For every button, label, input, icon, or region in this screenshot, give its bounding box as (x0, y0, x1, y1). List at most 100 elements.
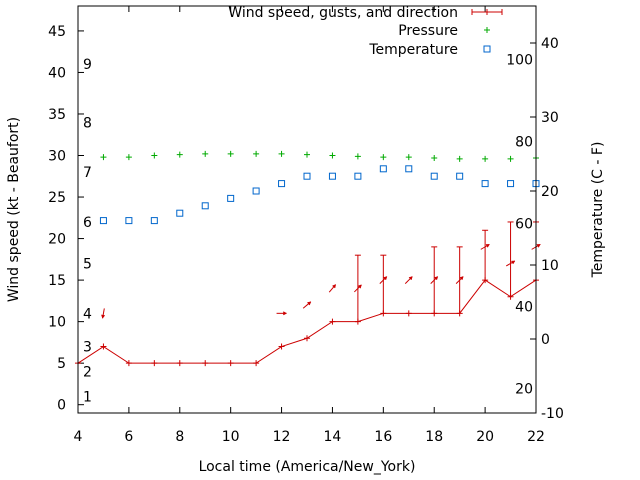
pressure-point (100, 154, 107, 161)
wind-direction-arrowhead (101, 314, 106, 319)
y-tick-label: 45 (48, 24, 66, 40)
temperature-point (278, 180, 286, 188)
temperature-point (481, 180, 489, 188)
x-tick-label: 18 (425, 429, 443, 445)
wind-direction-arrowhead (357, 284, 362, 289)
wind-direction-arrows (101, 243, 541, 319)
temperature-point (201, 202, 209, 210)
y-tick-label: 5 (57, 356, 66, 372)
pressure-point (405, 154, 412, 161)
wind-speed-point (202, 360, 209, 367)
legend-label-temperature: Temperature (368, 42, 458, 58)
beaufort-label: 9 (83, 57, 92, 73)
y2-tick-label: 10 (541, 258, 559, 274)
temperature-point (405, 165, 413, 173)
wind-speed-point (176, 360, 183, 367)
y-tick-label: 20 (48, 232, 66, 248)
pressure-point (304, 151, 310, 158)
pressure-point (456, 155, 463, 162)
legend-swatch-temperature (483, 45, 491, 53)
temperature-point (125, 217, 133, 225)
pressure-point (253, 150, 260, 157)
legend-swatch-pressure (484, 27, 490, 33)
plot-frame (77, 5, 537, 414)
y-tick-label: 15 (48, 273, 66, 289)
y2-tick-label: -10 (541, 406, 564, 422)
pressure-point (151, 152, 158, 159)
temperature-point (507, 180, 515, 188)
beaufort-label: 2 (83, 364, 92, 380)
y-axis-label: Wind speed (kt - Beaufort) (6, 117, 22, 302)
y-tick-label: 35 (48, 107, 66, 123)
fahrenheit-label: 40 (515, 299, 533, 315)
wind-speed-point (278, 343, 285, 350)
y2-tick-label: 30 (541, 110, 559, 126)
gust-bars (354, 221, 539, 322)
x-tick-label: 14 (324, 429, 342, 445)
temperature-point (227, 194, 235, 202)
pressure-point (507, 155, 514, 162)
pressure-point (431, 155, 438, 162)
pressure-point (380, 154, 387, 161)
pressure-point (482, 155, 489, 162)
series-marks (75, 150, 540, 367)
tick-marks (77, 6, 537, 414)
beaufort-label: 7 (83, 165, 92, 181)
temperature-point (430, 172, 438, 180)
wind-speed-point (456, 310, 463, 317)
wind-speed-point (354, 318, 361, 325)
wind-speed-point (253, 360, 260, 367)
x-tick-label: 4 (74, 429, 83, 445)
pressure-point (227, 150, 234, 157)
wind-direction-arrowhead (536, 244, 541, 248)
wind-direction-arrowhead (485, 244, 490, 248)
tick-labels: 4 6 8 10 12 14 16 18 20 22051015202530354045-1001… (48, 24, 564, 445)
legend-swatch-wind-marker (484, 9, 490, 15)
y2-tick-label: 20 (541, 184, 559, 200)
legend: Wind speed, gusts, and direction Pressure… (228, 5, 503, 58)
wind-speed-point (125, 360, 132, 367)
fahrenheit-label: 80 (515, 134, 533, 150)
pressure-point (125, 154, 132, 161)
temperature-point (150, 217, 158, 225)
pressure-point (202, 150, 209, 157)
temperature-point (456, 172, 464, 180)
y-tick-label: 40 (48, 65, 66, 81)
pressure-point (354, 153, 361, 160)
fahrenheit-label: 60 (515, 217, 533, 233)
x-tick-label: 22 (527, 429, 545, 445)
y-tick-label: 10 (48, 315, 66, 331)
wind-speed-point (380, 310, 387, 317)
temperature-point (252, 187, 260, 195)
wind-speed-point (227, 360, 234, 367)
temperature-point (176, 209, 184, 217)
pressure-point (278, 150, 285, 157)
beaufort-label: 8 (83, 115, 92, 131)
y-tick-label: 0 (57, 398, 66, 414)
beaufort-label: 4 (83, 306, 92, 322)
x-tick-label: 8 (175, 429, 184, 445)
fahrenheit-label: 100 (506, 52, 533, 68)
pressure-point (176, 151, 183, 158)
wind-direction-arrowhead (433, 276, 439, 281)
y-tick-label: 25 (48, 190, 66, 206)
wind-direction-arrowhead (306, 301, 312, 306)
x-tick-label: 6 (124, 429, 133, 445)
temperature-point (328, 172, 336, 180)
wind-speed-point (482, 277, 489, 284)
temperature-point (303, 172, 311, 180)
wind-direction-arrowhead (408, 276, 413, 281)
wind-speed-point (405, 310, 412, 317)
y-tick-label: 30 (48, 149, 66, 165)
wind-speed-point (100, 343, 107, 350)
beaufort-label: 6 (83, 215, 92, 231)
y2-axis-label: Temperature (C - F) (590, 142, 606, 279)
wind-speed-point (329, 318, 336, 325)
x-tick-label: 16 (374, 429, 392, 445)
wind-direction-arrowhead (383, 276, 388, 281)
wind-speed-point (151, 360, 158, 367)
legend-label-wind: Wind speed, gusts, and direction (228, 5, 458, 21)
temperature-point (354, 172, 362, 180)
x-tick-label: 20 (476, 429, 494, 445)
